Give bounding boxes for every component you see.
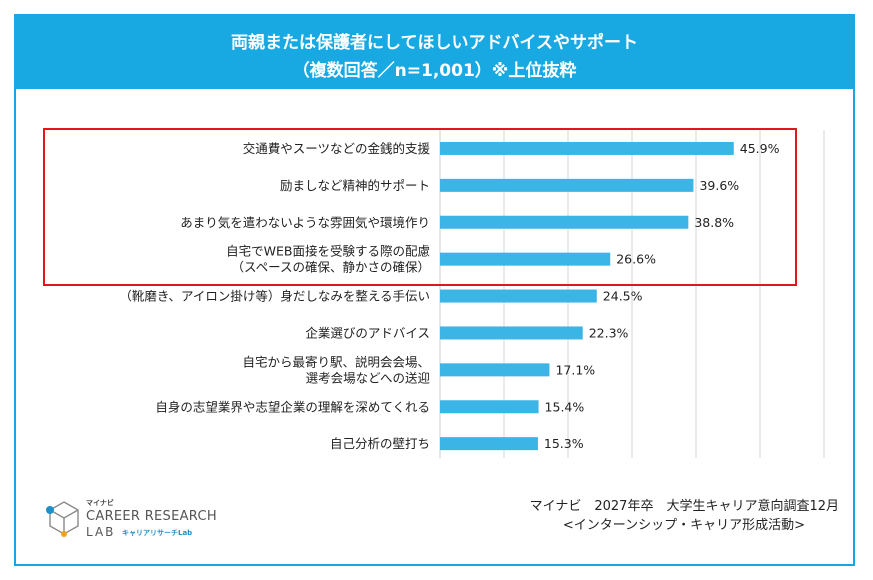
bar xyxy=(440,437,538,451)
bar xyxy=(440,141,734,155)
value-label: 45.9% xyxy=(740,141,780,156)
chart-header: 両親または保護者にしてほしいアドバイスやサポート （複数回答／n=1,001）※… xyxy=(14,14,855,89)
highlight-box xyxy=(43,128,797,286)
bar xyxy=(440,252,611,266)
category-label: あまり気を遣わないような雰囲気や環境作り xyxy=(180,215,430,230)
value-label: 15.4% xyxy=(545,399,585,414)
bar xyxy=(440,326,583,340)
source-line-1: マイナビ 2027年卒 大学生キャリア意向調査12月 xyxy=(529,499,839,514)
chart-title: 両親または保護者にしてほしいアドバイスやサポート xyxy=(231,33,638,53)
value-label: 39.6% xyxy=(699,178,739,193)
category-label: 励ましなど精神的サポート xyxy=(280,178,430,193)
bar xyxy=(440,289,597,303)
cube-logo-icon xyxy=(46,501,79,537)
chart-subtitle: （複数回答／n=1,001）※上位抜粋 xyxy=(292,61,577,81)
category-label: 交通費やスーツなどの金銭的支援 xyxy=(243,141,431,156)
value-label: 17.1% xyxy=(555,362,595,377)
chart-frame xyxy=(14,14,855,566)
source-line-2: <インターンシップ・キャリア形成活動> xyxy=(562,518,805,533)
value-label: 26.6% xyxy=(616,252,656,267)
value-label: 15.3% xyxy=(544,436,584,451)
logo-brand-small: マイナビ xyxy=(86,499,114,507)
logo-brand-sub: キャリアリサーチLab xyxy=(122,529,193,537)
value-label: 22.3% xyxy=(589,325,629,340)
bar-series xyxy=(440,141,734,451)
value-label: 38.8% xyxy=(694,215,734,230)
category-label: 自宅から最寄り駅、説明会会場、 xyxy=(242,354,430,369)
value-labels: 45.9% 39.6% 38.8% 26.6% 24.5% 22.3% 17.1% 15.4%… xyxy=(544,141,780,451)
logo-brand-lab: LAB xyxy=(86,525,116,539)
bar xyxy=(440,215,689,229)
category-label: 選考会場などへの送迎 xyxy=(306,370,430,385)
category-label: 企業選びのアドバイス xyxy=(305,325,430,340)
category-label: 自身の志望業界や志望企業の理解を深めてくれる xyxy=(155,399,430,414)
source-note: マイナビ 2027年卒 大学生キャリア意向調査12月 <インターンシップ・キャリ… xyxy=(530,497,839,535)
category-label: （靴磨き、アイロン掛け等）身だしなみを整える手伝い xyxy=(119,289,430,304)
bar xyxy=(440,178,694,192)
logo-brand-main: CAREER RESEARCH xyxy=(86,509,217,524)
category-labels: 交通費やスーツなどの金銭的支援励ましなど精神的サポートあまり気を遣わないような雰… xyxy=(119,141,430,451)
bar xyxy=(440,363,550,377)
category-label: （スペースの確保、静かさの確保） xyxy=(231,260,430,275)
value-label: 24.5% xyxy=(603,289,643,304)
category-label: 自己分析の壁打ち xyxy=(330,436,430,451)
category-label: 自宅でWEB面接を受験する際の配慮 xyxy=(226,244,430,259)
career-research-lab-logo: マイナビ CAREER RESEARCH LAB キャリアリサーチLab xyxy=(44,496,224,546)
bar xyxy=(440,400,539,414)
